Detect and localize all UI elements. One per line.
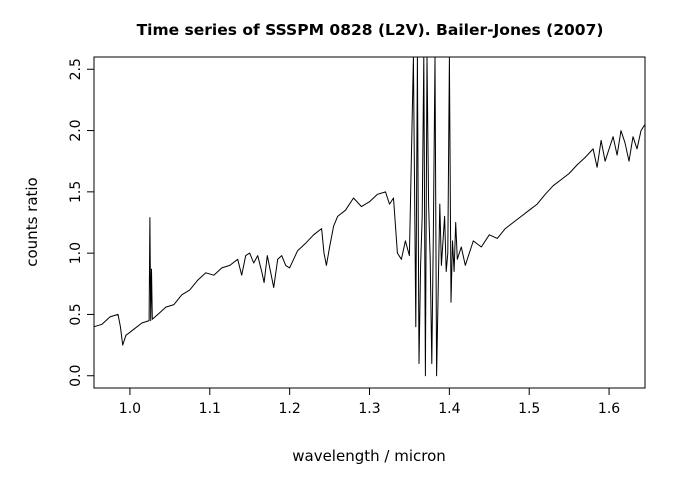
y-tick-label: 0.0 <box>68 365 84 387</box>
y-tick-label: 2.5 <box>68 58 84 80</box>
x-tick-label: 1.1 <box>199 401 221 417</box>
chart-title: Time series of SSSPM 0828 (L2V). Bailer-… <box>137 21 604 39</box>
x-tick-label: 1.5 <box>518 401 540 417</box>
plot-frame <box>93 56 646 389</box>
y-axis: 0.0 0.5 1.0 1.5 2.0 2.5 <box>68 58 94 387</box>
x-axis: 1.0 1.1 1.2 1.3 1.4 1.5 1.6 <box>119 388 620 417</box>
x-tick-label: 1.6 <box>598 401 620 417</box>
y-tick-label: 2.0 <box>68 119 84 141</box>
x-tick-label: 1.4 <box>438 401 460 417</box>
x-tick-label: 1.2 <box>279 401 301 417</box>
x-axis-label: wavelength / micron <box>292 447 446 465</box>
y-axis-label: counts ratio <box>23 177 41 267</box>
y-tick-label: 1.0 <box>68 242 84 264</box>
x-tick-label: 1.3 <box>358 401 380 417</box>
series-line <box>93 56 646 377</box>
x-tick-label: 1.0 <box>119 401 141 417</box>
y-tick-label: 1.5 <box>68 181 84 203</box>
y-tick-label: 0.5 <box>68 303 84 325</box>
